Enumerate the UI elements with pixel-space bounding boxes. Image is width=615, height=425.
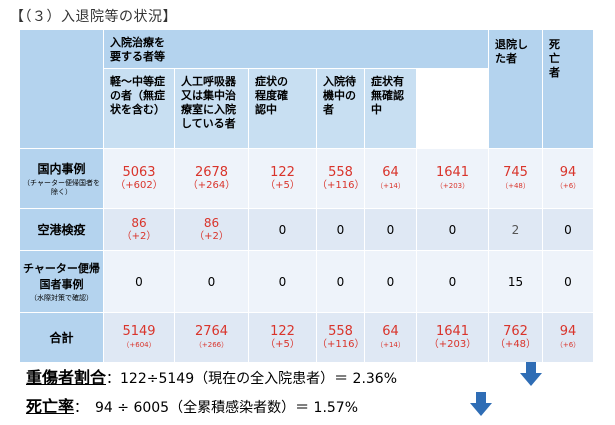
header-deaths: 死亡者 [543,30,594,149]
header-waiting-admission: 入院待機中の者 [317,69,365,149]
header-symptoms-confirming: 症状有無確認中 [365,69,417,149]
cell-airport-mild: 86 （+2） [175,209,249,251]
severe-ratio-label: 重傷者割合 [26,368,107,387]
cell-total-deaths: 94 （+6） [543,313,594,363]
cell-charter-ventilator: 0 [249,251,317,313]
down-arrow-icon [520,362,542,386]
cell-charter-checking: 0 [317,251,365,313]
cell-charter-discharged: 15 [489,251,543,313]
cell-domestic-checking: 558 （+116） [317,149,365,209]
cell-charter-waiting: 0 [365,251,417,313]
table-row: 合計 5149 （+604） 2764 （+266） 122 （+5） 558 （+11… [20,313,594,363]
header-discharged: 退院した者 [489,30,543,149]
row-label-airport: 空港検疫 [20,209,104,251]
row-label-charter: チャーター便帰国者事例 （水際対策で確認） [20,251,104,313]
cell-total-hospitalized: 5149 （+604） [104,313,175,363]
severe-ratio-text: ：122÷5149（現在の全入院患者）＝ 2.36% [106,371,398,387]
cell-domestic-deaths: 94 （+6） [543,149,594,209]
death-rate-text: ： 94 ÷ 6005（全累積感染者数）＝ 1.57% [74,400,359,416]
cell-charter-hospitalized: 0 [104,251,175,313]
cell-domestic-ventilator: 122 （+5） [249,149,317,209]
cell-domestic-mild: 2678 （+264） [175,149,249,209]
cell-domestic-confirming: 1641 （+203） [417,149,489,209]
cell-total-waiting: 64 （+14） [365,313,417,363]
cell-charter-mild: 0 [175,251,249,313]
row-label-total: 合計 [20,313,104,363]
cell-total-confirming: 1641 （+203） [417,313,489,363]
cell-airport-deaths: 0 [543,209,594,251]
cell-total-checking: 558 （+116） [317,313,365,363]
cell-domestic-discharged: 745 （+48） [489,149,543,209]
death-rate-label: 死亡率 [26,397,75,416]
cell-charter-deaths: 0 [543,251,594,313]
cell-airport-waiting: 0 [365,209,417,251]
cell-total-ventilator: 122 （+5） [249,313,317,363]
cell-total-mild: 2764 （+266） [175,313,249,363]
cell-total-discharged: 762 （+48） [489,313,543,363]
row-label-domestic: 国内事例 （チャーター便帰国者を除く） [20,149,104,209]
cell-domestic-hospitalized: 5063 （+602） [104,149,175,209]
header-hospitalized-required: 入院治療を要する者等 [104,30,489,69]
table-row: 国内事例 （チャーター便帰国者を除く） 5063 （+602） 2678 （+264… [20,149,594,209]
table-row: 空港検疫 86 （+2） 86 （+2） 0 0 0 0 2 0 [20,209,594,251]
cell-airport-discharged: 2 [489,209,543,251]
cell-airport-checking: 0 [317,209,365,251]
cell-airport-hospitalized: 86 （+2） [104,209,175,251]
hospitalization-table: 入院治療を要する者等 退院した者 死亡者 軽～中等症の者（無症状を含む） 人工呼… [20,30,594,363]
death-rate-line: 死亡率： 94 ÷ 6005（全累積感染者数）＝ 1.57% [26,393,358,417]
header-ventilator-icu: 人工呼吸器又は集中治療室に入院している者 [175,69,249,149]
header-symptoms-checking: 症状の程度確認中 [249,69,317,149]
cell-airport-ventilator: 0 [249,209,317,251]
table-row: チャーター便帰国者事例 （水際対策で確認） 0 0 0 0 0 0 15 0 [20,251,594,313]
cell-domestic-waiting: 64 （+14） [365,149,417,209]
severe-ratio-line: 重傷者割合：122÷5149（現在の全入院患者）＝ 2.36% [26,364,397,388]
cell-airport-confirming: 0 [417,209,489,251]
down-arrow-icon [470,392,492,416]
section-title: 【（３）入退院等の状況】 [10,9,177,25]
cell-charter-confirming: 0 [417,251,489,313]
corner-header [20,30,104,149]
header-mild-moderate: 軽～中等症の者（無症状を含む） [104,69,175,149]
